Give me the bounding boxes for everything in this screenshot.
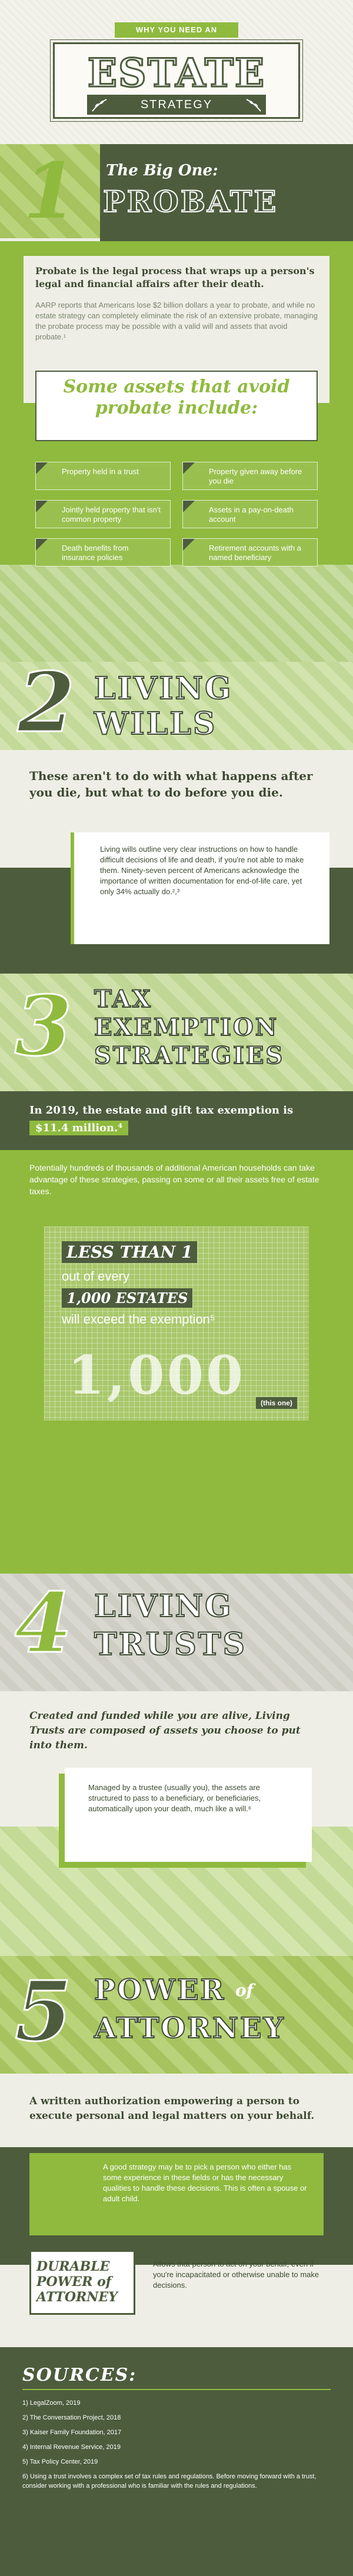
section-living-wills: 2 LIVING WILLS These aren't to do with w… xyxy=(0,662,353,974)
ratio-panel: LESS THAN 1 out of every 1,000 ESTATES w… xyxy=(44,1227,309,1421)
living-wills-detail: Living wills outline very clear instruct… xyxy=(100,845,304,896)
asset-item: Jointly held property that isn't common … xyxy=(35,500,171,528)
assets-heading: Some assets that avoid probate include: xyxy=(63,376,290,418)
section-title: PROBATE xyxy=(102,184,278,219)
section-tax-exemption: 3 TAX EXEMPTION STRATEGIES In 2019, the … xyxy=(0,974,353,1574)
sources-heading: SOURCES: xyxy=(22,2365,331,2390)
section-kicker: The Big One: xyxy=(106,162,218,179)
probate-detail: AARP reports that Americans lose $2 bill… xyxy=(35,301,318,341)
sources: SOURCES: 1) LegalZoom, 2019 2) The Conve… xyxy=(0,2347,353,2576)
asset-item: Retirement accounts with a named benefic… xyxy=(182,538,318,566)
section-probate: 1 The Big One: PROBATE Probate is the le… xyxy=(0,144,353,662)
durable-text: Allows that person to act on your behalf… xyxy=(153,2260,319,2290)
main-title: ESTATE xyxy=(86,49,266,97)
asset-item: Property held in a trust xyxy=(35,462,171,490)
section-power-of-attorney: 5 POWER of ATTORNEY A written authorizat… xyxy=(0,1956,353,2347)
poa-lead: A written authorization empowering a per… xyxy=(29,2095,315,2122)
ratio-line-2: out of every xyxy=(62,1269,129,1284)
source-item: 1) LegalZoom, 2019 xyxy=(22,2400,81,2407)
asset-item: Property given away before you die xyxy=(182,462,318,490)
header: WHY YOU NEED AN ESTATE STRATEGY xyxy=(0,0,353,144)
ratio-line-4: will exceed the exemption⁵ xyxy=(62,1312,216,1327)
section-number: 4 xyxy=(14,1575,72,1672)
main-subtitle: STRATEGY xyxy=(87,95,266,115)
source-item: 2) The Conversation Project, 2018 xyxy=(22,2414,121,2421)
header-ribbon: WHY YOU NEED AN xyxy=(115,22,238,38)
section-title-line-3: STRATEGIES xyxy=(94,1041,285,1070)
section-title-line-1: POWER xyxy=(94,1973,226,2007)
title-frame: ESTATE STRATEGY xyxy=(50,39,303,122)
sprig-icon xyxy=(246,99,261,112)
tax-lead-b: $11.4 million.⁴ xyxy=(29,1121,129,1135)
source-item: 3) Kaiser Family Foundation, 2017 xyxy=(22,2429,122,2436)
section-number: 2 xyxy=(16,662,75,751)
source-item: 6) Using a trust involves a complex set … xyxy=(22,2473,317,2490)
section-title-line-1: LIVING xyxy=(94,670,233,707)
asset-item: Assets in a pay-on-death account xyxy=(182,500,318,528)
living-trusts-detail: Managed by a trustee (usually you), the … xyxy=(88,1783,261,1813)
section-number: 1 xyxy=(24,146,77,236)
source-item: 4) Internal Revenue Service, 2019 xyxy=(22,2444,121,2451)
section-title-of: of xyxy=(235,1981,254,2000)
living-trusts-lead: Created and funded while you are alive, … xyxy=(29,1710,301,1751)
section-title-line-2: EXEMPTION xyxy=(94,1013,279,1042)
durable-label: DURABLE POWER of ATTORNEY xyxy=(36,2259,118,2305)
living-wills-lead: These aren't to do with what happens aft… xyxy=(29,769,313,799)
ratio-big-number: 1,000 xyxy=(68,1344,245,1407)
tax-lead-a: In 2019, the estate and gift tax exempti… xyxy=(29,1104,294,1117)
probate-lead: Probate is the legal process that wraps … xyxy=(35,265,315,289)
sources-list: 1) LegalZoom, 2019 2) The Conversation P… xyxy=(22,2398,331,2491)
section-living-trusts: 4 LIVING TRUSTS Created and funded while… xyxy=(0,1574,353,1956)
section-title-line-2: ATTORNEY xyxy=(94,2011,285,2045)
section-number: 3 xyxy=(14,978,72,1075)
sprig-icon xyxy=(92,99,107,112)
asset-item: Death benefits from insurance policies xyxy=(35,538,171,566)
ratio-tag: (this one) xyxy=(256,1397,297,1409)
poa-detail: A good strategy may be to pick a person … xyxy=(103,2162,307,2203)
ratio-line-3: 1,000 ESTATES xyxy=(66,1289,188,1307)
tax-detail: Potentially hundreds of thousands of add… xyxy=(29,1163,319,1196)
ratio-line-1: LESS THAN 1 xyxy=(66,1242,193,1262)
section-title-line-1: TAX xyxy=(94,985,152,1014)
source-item: 5) Tax Policy Center, 2019 xyxy=(22,2458,98,2465)
section-title-line-2: WILLS xyxy=(94,705,217,742)
section-title-line-1: LIVING xyxy=(94,1588,233,1625)
section-number: 5 xyxy=(14,1964,72,2060)
section-title-line-2: TRUSTS xyxy=(94,1626,247,1663)
